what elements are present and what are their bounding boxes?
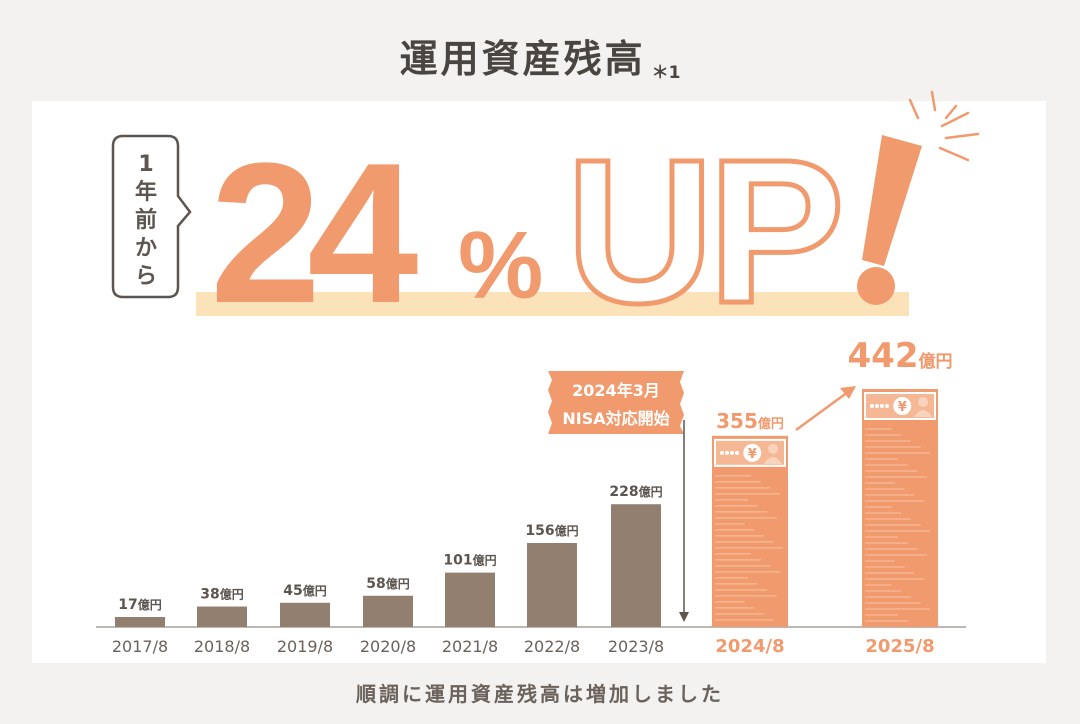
bar-group: 17億円 2017/8 <box>112 597 168 656</box>
category-label: 2018/8 <box>194 637 250 656</box>
event-marker: 2024年3月 NISA対応開始 <box>548 371 689 622</box>
bar-value-label: 58億円 <box>366 576 410 592</box>
category-label: 2024/8 <box>715 636 784 657</box>
bar-value-label: 101億円 <box>443 553 496 569</box>
headline-highlight <box>196 292 909 316</box>
bar-group: 228億円 2023/8 <box>608 484 664 656</box>
event-arrow-icon <box>679 612 689 622</box>
bar-value-label: 228億円 <box>609 484 662 500</box>
badge-line-3: 前 <box>135 207 157 233</box>
category-label: 2021/8 <box>442 637 498 656</box>
bars-layer: 17億円 2017/8 38億円 2018/8 45億円 2019/8 58億円 2020/8… <box>112 336 953 657</box>
bar-value-label: 45億円 <box>283 583 327 599</box>
category-label: 2019/8 <box>277 637 333 656</box>
category-label: 2017/8 <box>112 637 168 656</box>
card-dot-icon <box>875 404 879 408</box>
category-label: 2023/8 <box>608 637 664 656</box>
headline-percent: % <box>458 212 543 319</box>
card-dot-icon <box>735 450 739 455</box>
bar-group: 38億円 2018/8 <box>194 587 250 656</box>
burst-lines-icon <box>908 90 980 162</box>
person-body-icon <box>764 456 782 464</box>
bar <box>445 572 495 627</box>
category-label: 2022/8 <box>524 637 580 656</box>
person-body-icon <box>914 410 932 417</box>
bar <box>197 606 247 627</box>
event-label-line1: 2024年3月 <box>572 381 660 400</box>
bar-stripes <box>715 475 784 621</box>
bar <box>712 435 788 627</box>
bar-stripes <box>865 428 931 622</box>
yen-coin-icon <box>743 443 762 462</box>
yen-symbol-icon: ¥ <box>748 447 757 462</box>
yen-coin-icon <box>893 397 912 415</box>
card-dot-icon <box>885 404 889 408</box>
bar <box>115 617 165 627</box>
bar-value-label: 38億円 <box>200 587 244 603</box>
card-dot-icon <box>730 450 734 455</box>
bar <box>363 595 413 627</box>
bar-group: 156億円 2022/8 <box>524 523 580 656</box>
bar-value-label: 355億円 <box>716 409 784 433</box>
card-dot-icon <box>880 404 884 408</box>
bar-value-label: 442億円 <box>848 336 953 376</box>
badge-line-5: ら <box>135 264 157 289</box>
card-dot-icon <box>870 404 874 408</box>
headline-up: UP <box>566 117 839 346</box>
page-title: 運用資産残高 ＊1 <box>0 28 1080 83</box>
bar <box>280 602 330 627</box>
bar-group: ¥442億円 2025/8 <box>848 336 953 657</box>
exclamation-icon <box>857 135 922 305</box>
category-label: 2025/8 <box>865 636 934 657</box>
person-head-icon <box>918 397 928 407</box>
bar-value-label: 156億円 <box>525 523 578 539</box>
headline-number: 24 <box>210 122 418 345</box>
bar-group: 58億円 2020/8 <box>360 576 416 656</box>
bar <box>611 504 661 627</box>
card-dot-icon <box>720 450 724 455</box>
card-dot-icon <box>725 450 729 455</box>
title-text: 運用資産残高 <box>399 37 646 81</box>
yen-symbol-icon: ¥ <box>898 400 907 415</box>
growth-arrow-icon <box>795 386 856 432</box>
badge-bubble: 1 年 前 か ら <box>111 134 192 299</box>
bar-group: 101億円 2021/8 <box>442 553 498 656</box>
bar-value-label: 17億円 <box>118 597 162 613</box>
event-label-line2: NISA対応開始 <box>562 409 669 428</box>
footer-caption: 順調に運用資産残高は増加しました <box>356 682 724 706</box>
badge-line-2: 年 <box>135 179 157 205</box>
badge-line-1: 1 <box>138 152 153 177</box>
bar-group: ¥355億円 2024/8 <box>712 409 788 657</box>
title-footnote-mark: ＊1 <box>651 63 681 83</box>
person-head-icon <box>768 443 778 454</box>
bar-group: 45億円 2019/8 <box>277 583 333 656</box>
badge-line-4: か <box>135 236 157 261</box>
category-label: 2020/8 <box>360 637 416 656</box>
bar <box>527 543 577 627</box>
